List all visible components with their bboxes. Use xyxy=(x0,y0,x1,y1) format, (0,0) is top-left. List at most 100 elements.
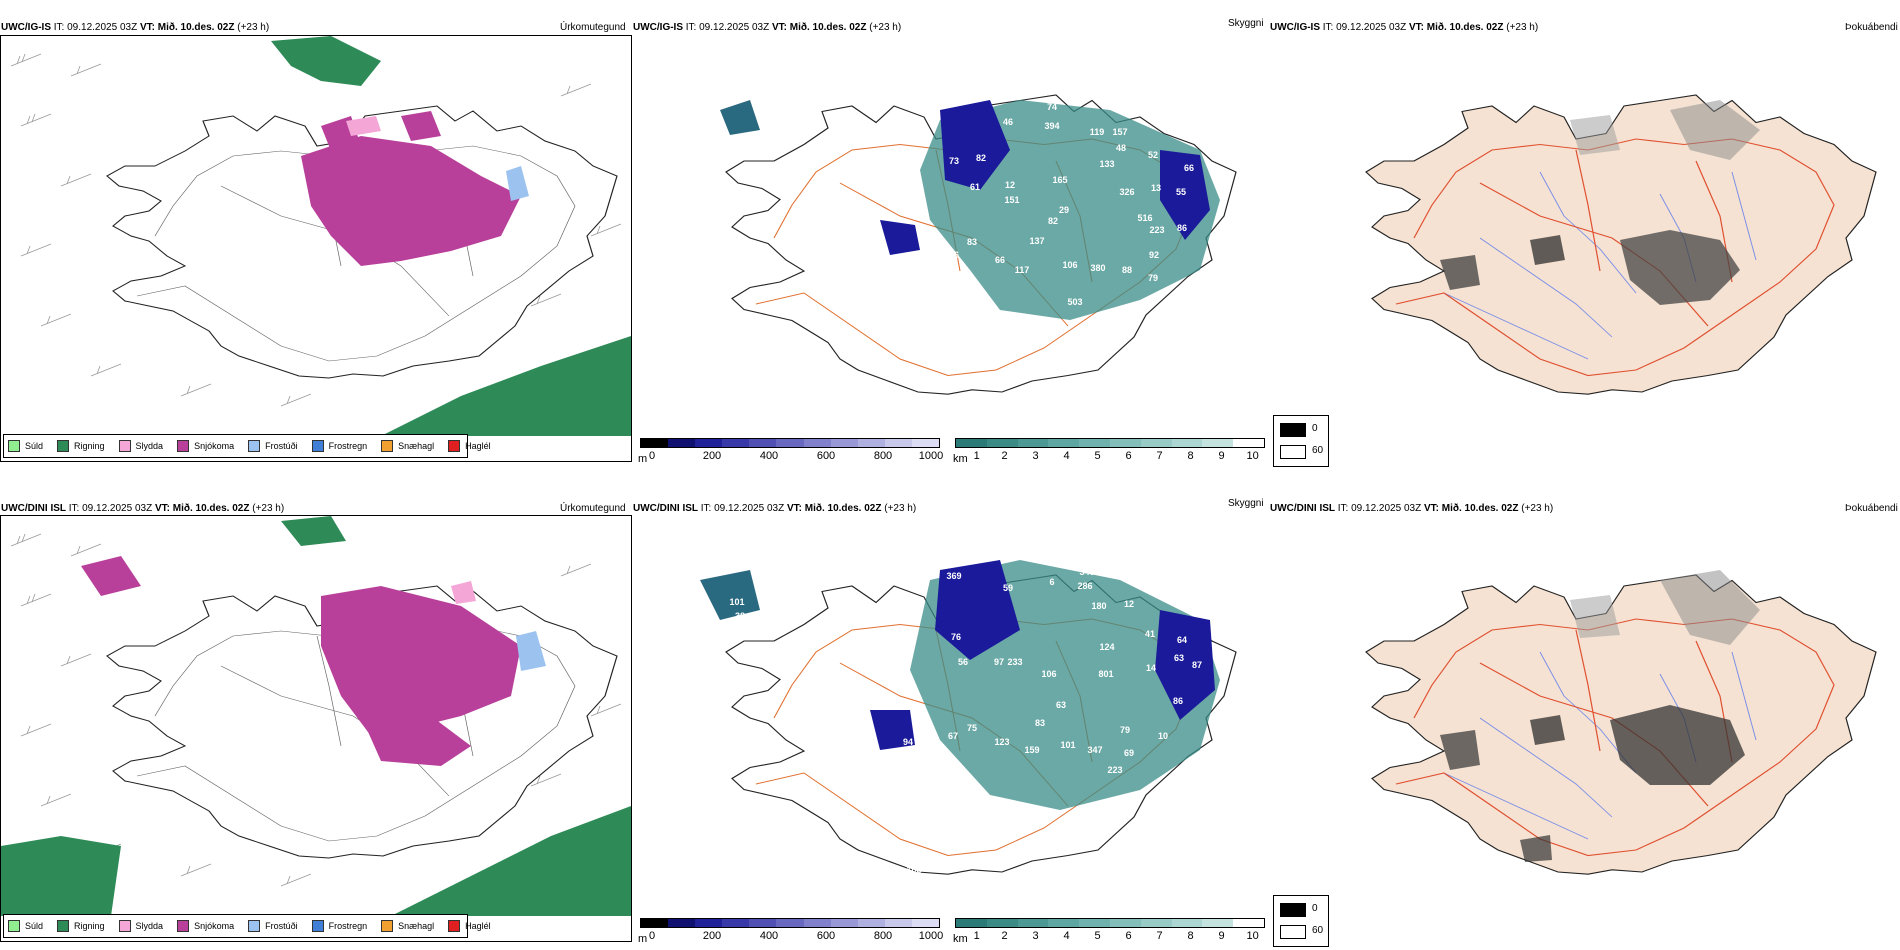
precip-legend-1: Súld Rigning Slydda Snjókoma Frostúði Fr… xyxy=(3,434,491,458)
vis-number: 346 xyxy=(1079,567,1095,577)
fog-title-2: Þokuábendi xyxy=(1845,503,1898,514)
vis-number: 326 xyxy=(1119,187,1135,197)
vis-number: 41 xyxy=(1144,629,1156,639)
vis-number: 12 xyxy=(1004,180,1016,190)
fog-area-3 xyxy=(1530,715,1565,745)
vis-number: 83 xyxy=(1034,718,1046,728)
legend-item: Súld xyxy=(8,440,43,452)
vis-number: 801 xyxy=(1098,669,1114,679)
vis-number: 151 xyxy=(1004,195,1020,205)
fog-area-6 xyxy=(1520,835,1552,862)
vis-dark-area-3 xyxy=(880,220,920,255)
fog-area-2 xyxy=(1440,255,1480,290)
vis-number: 59 xyxy=(1002,583,1014,593)
vis-number: 82 xyxy=(975,153,987,163)
legend-item: Frostregn xyxy=(311,920,367,932)
precip-header-1: UWC/IG-IS IT: 09.12.2025 03Z VT: Mið. 10… xyxy=(1,22,270,33)
legend-item: Snæhagl xyxy=(381,920,434,932)
vis-number: 204 xyxy=(714,87,730,97)
vis-dark-area-1 xyxy=(935,560,1020,660)
rain-area-sea-sw xyxy=(1,836,121,916)
fog-area-4 xyxy=(1660,570,1760,645)
vis-number: 86 xyxy=(1172,696,1184,706)
vis-map-1: 204 82 80 74 46 394 73 82 119 157 48 133… xyxy=(640,40,1260,430)
vis-number: 394 xyxy=(1044,121,1060,131)
vis-number: 94 xyxy=(902,737,914,747)
vis-number: 6 xyxy=(1049,577,1055,587)
vis-number: 157 xyxy=(1112,127,1128,137)
vis-number: 503 xyxy=(1067,297,1083,307)
vis-m-colorbar-1: m 0 200 400 600 800 1000 xyxy=(638,438,943,465)
sleet-area-1 xyxy=(346,116,381,136)
precip-header-2: UWC/DINI ISL IT: 09.12.2025 03Z VT: Mið.… xyxy=(1,503,285,514)
fog-header-2: UWC/DINI ISL IT: 09.12.2025 03Z VT: Mið.… xyxy=(1270,503,1554,514)
vis-number: 101 xyxy=(1060,740,1076,750)
fog-area-4 xyxy=(1670,100,1760,160)
vis-number: 13 xyxy=(1150,183,1162,193)
legend-item: Rigning xyxy=(57,440,105,452)
vis-number: 52 xyxy=(1147,150,1159,160)
vis-number: 124 xyxy=(1099,642,1115,652)
fog-map-2 xyxy=(1290,520,1895,910)
snow-area-1 xyxy=(301,136,521,266)
snow-area-3 xyxy=(401,111,441,141)
vis-number: 106 xyxy=(1062,260,1078,270)
fog-area-5 xyxy=(1570,115,1620,155)
snow-area-3 xyxy=(81,556,141,596)
vis-number: 33 xyxy=(706,728,718,738)
vis-number: 516 xyxy=(1137,213,1153,223)
fog-area-1 xyxy=(1610,705,1745,785)
fog-legend-1: 0 60 xyxy=(1273,415,1329,467)
legend-item: Snæhagl xyxy=(381,440,434,452)
vis-number: 73 xyxy=(948,156,960,166)
vis-title-2: Skyggni xyxy=(1228,498,1264,509)
vis-header-1: UWC/IG-IS IT: 09.12.2025 03Z VT: Mið. 10… xyxy=(633,22,902,33)
rain-area-sea-se xyxy=(391,806,631,916)
legend-item: Frostúði xyxy=(248,920,298,932)
vis-number: 76 xyxy=(950,632,962,642)
vis-title-1: Skyggni xyxy=(1228,18,1264,29)
vis-number: 223 xyxy=(1107,765,1123,775)
vis-number: 117 xyxy=(1014,265,1030,275)
vis-number: 159 xyxy=(1024,745,1040,755)
vis-number: 64 xyxy=(1176,635,1188,645)
vis-number: 74 xyxy=(1046,102,1058,112)
vis-number: 12 xyxy=(1123,599,1135,609)
vis-number: 39 xyxy=(1071,823,1083,833)
legend-item: Slydda xyxy=(118,440,163,452)
vis-number: 67 xyxy=(947,731,959,741)
legend-item: Frostregn xyxy=(311,440,367,452)
snow-area-1 xyxy=(321,586,521,736)
vis-number: 38 xyxy=(734,611,746,621)
legend-item: Haglél xyxy=(448,440,491,452)
vis-number: 66 xyxy=(1183,163,1195,173)
vis-dark-area-1 xyxy=(940,100,1010,190)
vis-number: 223 xyxy=(1149,225,1165,235)
fog-area-5 xyxy=(1570,595,1620,638)
legend-item: Snjókoma xyxy=(177,440,234,452)
legend-item: Rigning xyxy=(57,920,105,932)
fog-area-3 xyxy=(1530,235,1565,265)
vis-map-2: 78 101 38 52 62 369 59 6 346 286 180 12 … xyxy=(640,520,1260,910)
vis-number: 66 xyxy=(994,255,1006,265)
vis-number: 123 xyxy=(994,737,1010,747)
vis-number: 108 xyxy=(906,865,922,875)
vis-number: 380 xyxy=(1090,263,1106,273)
vis-number: 76 xyxy=(948,250,960,260)
vis-number: 286 xyxy=(1077,581,1093,591)
fog-area-2 xyxy=(1440,730,1480,770)
fog-area-1 xyxy=(1620,230,1740,305)
precip-map-1 xyxy=(0,35,632,462)
vis-dark-area-4 xyxy=(720,100,760,135)
precip-title-2: Úrkomutegund xyxy=(560,503,626,514)
legend-item: Slydda xyxy=(118,920,163,932)
legend-item: Frostúði xyxy=(248,440,298,452)
vis-number: 86 xyxy=(1176,223,1188,233)
vis-number: 101 xyxy=(729,597,745,607)
rain-area-sea-ne xyxy=(281,516,346,546)
vis-number: 233 xyxy=(1007,657,1023,667)
vis-number: 55 xyxy=(1175,187,1187,197)
vis-number: 61 xyxy=(969,182,981,192)
vis-number: 133 xyxy=(1099,159,1115,169)
vis-number: 97 xyxy=(993,657,1005,667)
